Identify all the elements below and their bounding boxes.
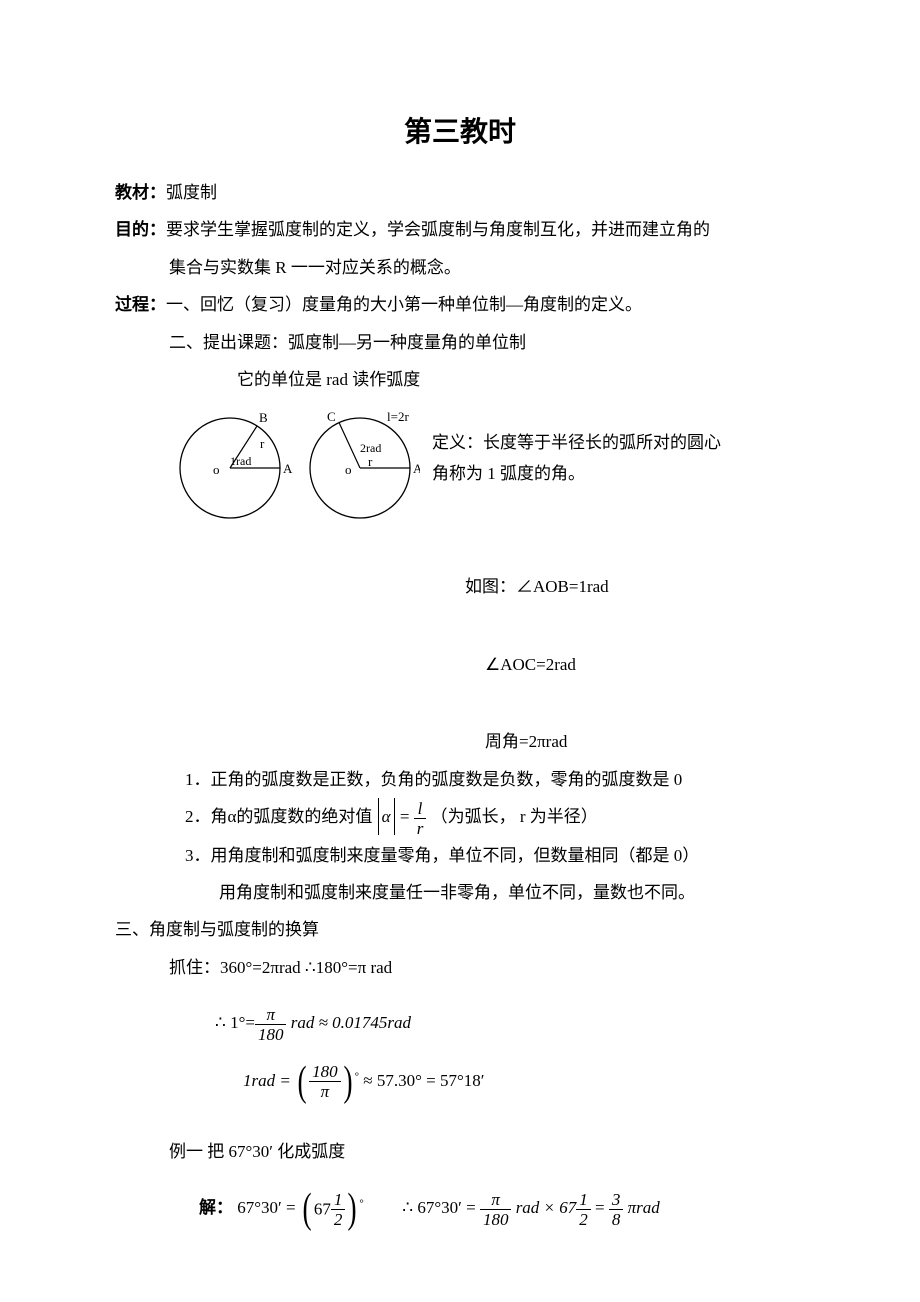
paren-180-pi: (180π)	[295, 1061, 355, 1103]
frac-pi-180-b: π180	[480, 1191, 512, 1228]
goal-line2: 集合与实数集 R 一一对应关系的概念。	[115, 249, 805, 286]
goal-text-1: 要求学生掌握弧度制的定义，学会弧度制与角度制互化，并进而建立角的	[166, 220, 710, 239]
solution-line: 解： 67°30′ = (6712)° ∴ 67°30′ = π180 rad …	[115, 1188, 805, 1230]
convert1: 抓住：360°=2πrad ∴180°=π rad	[115, 949, 805, 986]
def-eg2: ∠AOC=2rad	[115, 646, 805, 683]
convert3: 1rad = (180π)° ≈ 57.30° = 57°18′	[115, 1061, 805, 1103]
convert3-pre: 1rad =	[243, 1071, 295, 1090]
page-title: 第三教时	[115, 110, 805, 150]
frac-l-over-r: lr	[414, 800, 427, 837]
convert2: ∴ 1°=π180 rad ≈ 0.01745rad	[115, 1004, 805, 1043]
sol-eq2-post: =	[591, 1198, 609, 1217]
abs-alpha: α	[378, 798, 395, 835]
process-label: 过程：	[115, 295, 166, 314]
document-page: 第三教时 教材：弧度制 目的：要求学生掌握弧度制的定义，学会弧度制与角度制互化，…	[0, 0, 920, 1270]
label-l2r: l=2r	[387, 409, 409, 424]
def-line2: 角称为 1 弧度的角。	[432, 459, 805, 490]
sol-eq2-mid: rad × 67	[511, 1198, 576, 1217]
label-o2: o	[345, 462, 352, 477]
point2: 2．角α的弧度数的绝对值 α = lr （为弧长， r 为半径）	[115, 798, 805, 837]
material-line: 教材：弧度制	[115, 174, 805, 211]
point2-pre: 2．角α的弧度数的绝对值	[185, 807, 377, 826]
radian-diagram: B A o r 1rad C A o r 2rad l=2r	[175, 408, 420, 528]
material-label: 教材：	[115, 183, 166, 202]
def-line1: 定义：长度等于半径长的弧所对的圆心	[432, 428, 805, 459]
label-B: B	[259, 410, 268, 425]
goal-label: 目的：	[115, 220, 166, 239]
frac-3-8: 38	[609, 1191, 624, 1228]
process-line1: 过程：一、回忆（复习）度量角的大小第一种单位制—角度制的定义。	[115, 286, 805, 323]
label-o1: o	[213, 462, 220, 477]
point1: 1．正角的弧度数是正数，负角的弧度数是负数，零角的弧度数是 0	[115, 761, 805, 798]
frac-1-2: 12	[576, 1191, 591, 1228]
sol-eq1-pre: 67°30′ =	[237, 1198, 300, 1217]
material-text: 弧度制	[166, 183, 217, 202]
convert3-mid: ≈ 57.30° = 57°18′	[359, 1071, 484, 1090]
def-eg1: 如图：∠AOB=1rad	[115, 568, 805, 605]
sol-eq2-end: πrad	[623, 1198, 659, 1217]
example1-title: 例一 把 67°30′ 化成弧度	[115, 1133, 805, 1170]
label-r2: r	[368, 454, 373, 469]
frac-pi-180: π180	[255, 1006, 287, 1043]
label-r1: r	[260, 436, 265, 451]
solution-label: 解：	[199, 1198, 233, 1217]
label-A2: A	[413, 461, 420, 476]
point2-post: （为弧长， r 为半径）	[431, 807, 598, 826]
sol-eq2-pre: ∴ 67°30′ =	[402, 1198, 480, 1217]
deg-sup-icon-2: °	[359, 1197, 363, 1209]
goal-line1: 目的：要求学生掌握弧度制的定义，学会弧度制与角度制互化，并进而建立角的	[115, 211, 805, 248]
convert2-pre: ∴ 1°=	[215, 1013, 255, 1032]
label-1rad: 1rad	[230, 454, 251, 468]
label-A1: A	[283, 461, 293, 476]
figure-row: B A o r 1rad C A o r 2rad l=2r 定义：长度等于半径…	[115, 408, 805, 528]
point3a: 3．用角度制和弧度制来度量零角，单位不同，但数量相同（都是 0）	[115, 837, 805, 874]
label-C: C	[327, 409, 336, 424]
convert2-post: rad ≈ 0.01745rad	[286, 1013, 411, 1032]
paren-67half: (6712)	[300, 1188, 360, 1230]
process-line3: 它的单位是 rad 读作弧度	[115, 361, 805, 398]
definition-text: 定义：长度等于半径长的弧所对的圆心 角称为 1 弧度的角。	[420, 408, 805, 489]
sec3: 三、角度制与弧度制的换算	[115, 911, 805, 948]
def-eg3: 周角=2πrad	[115, 723, 805, 760]
process-line2: 二、提出课题：弧度制—另一种度量角的单位制	[115, 324, 805, 361]
label-2rad: 2rad	[360, 441, 381, 455]
process-text-1: 一、回忆（复习）度量角的大小第一种单位制—角度制的定义。	[166, 295, 642, 314]
point3b: 用角度制和弧度制来度量任一非零角，单位不同，量数也不同。	[115, 874, 805, 911]
